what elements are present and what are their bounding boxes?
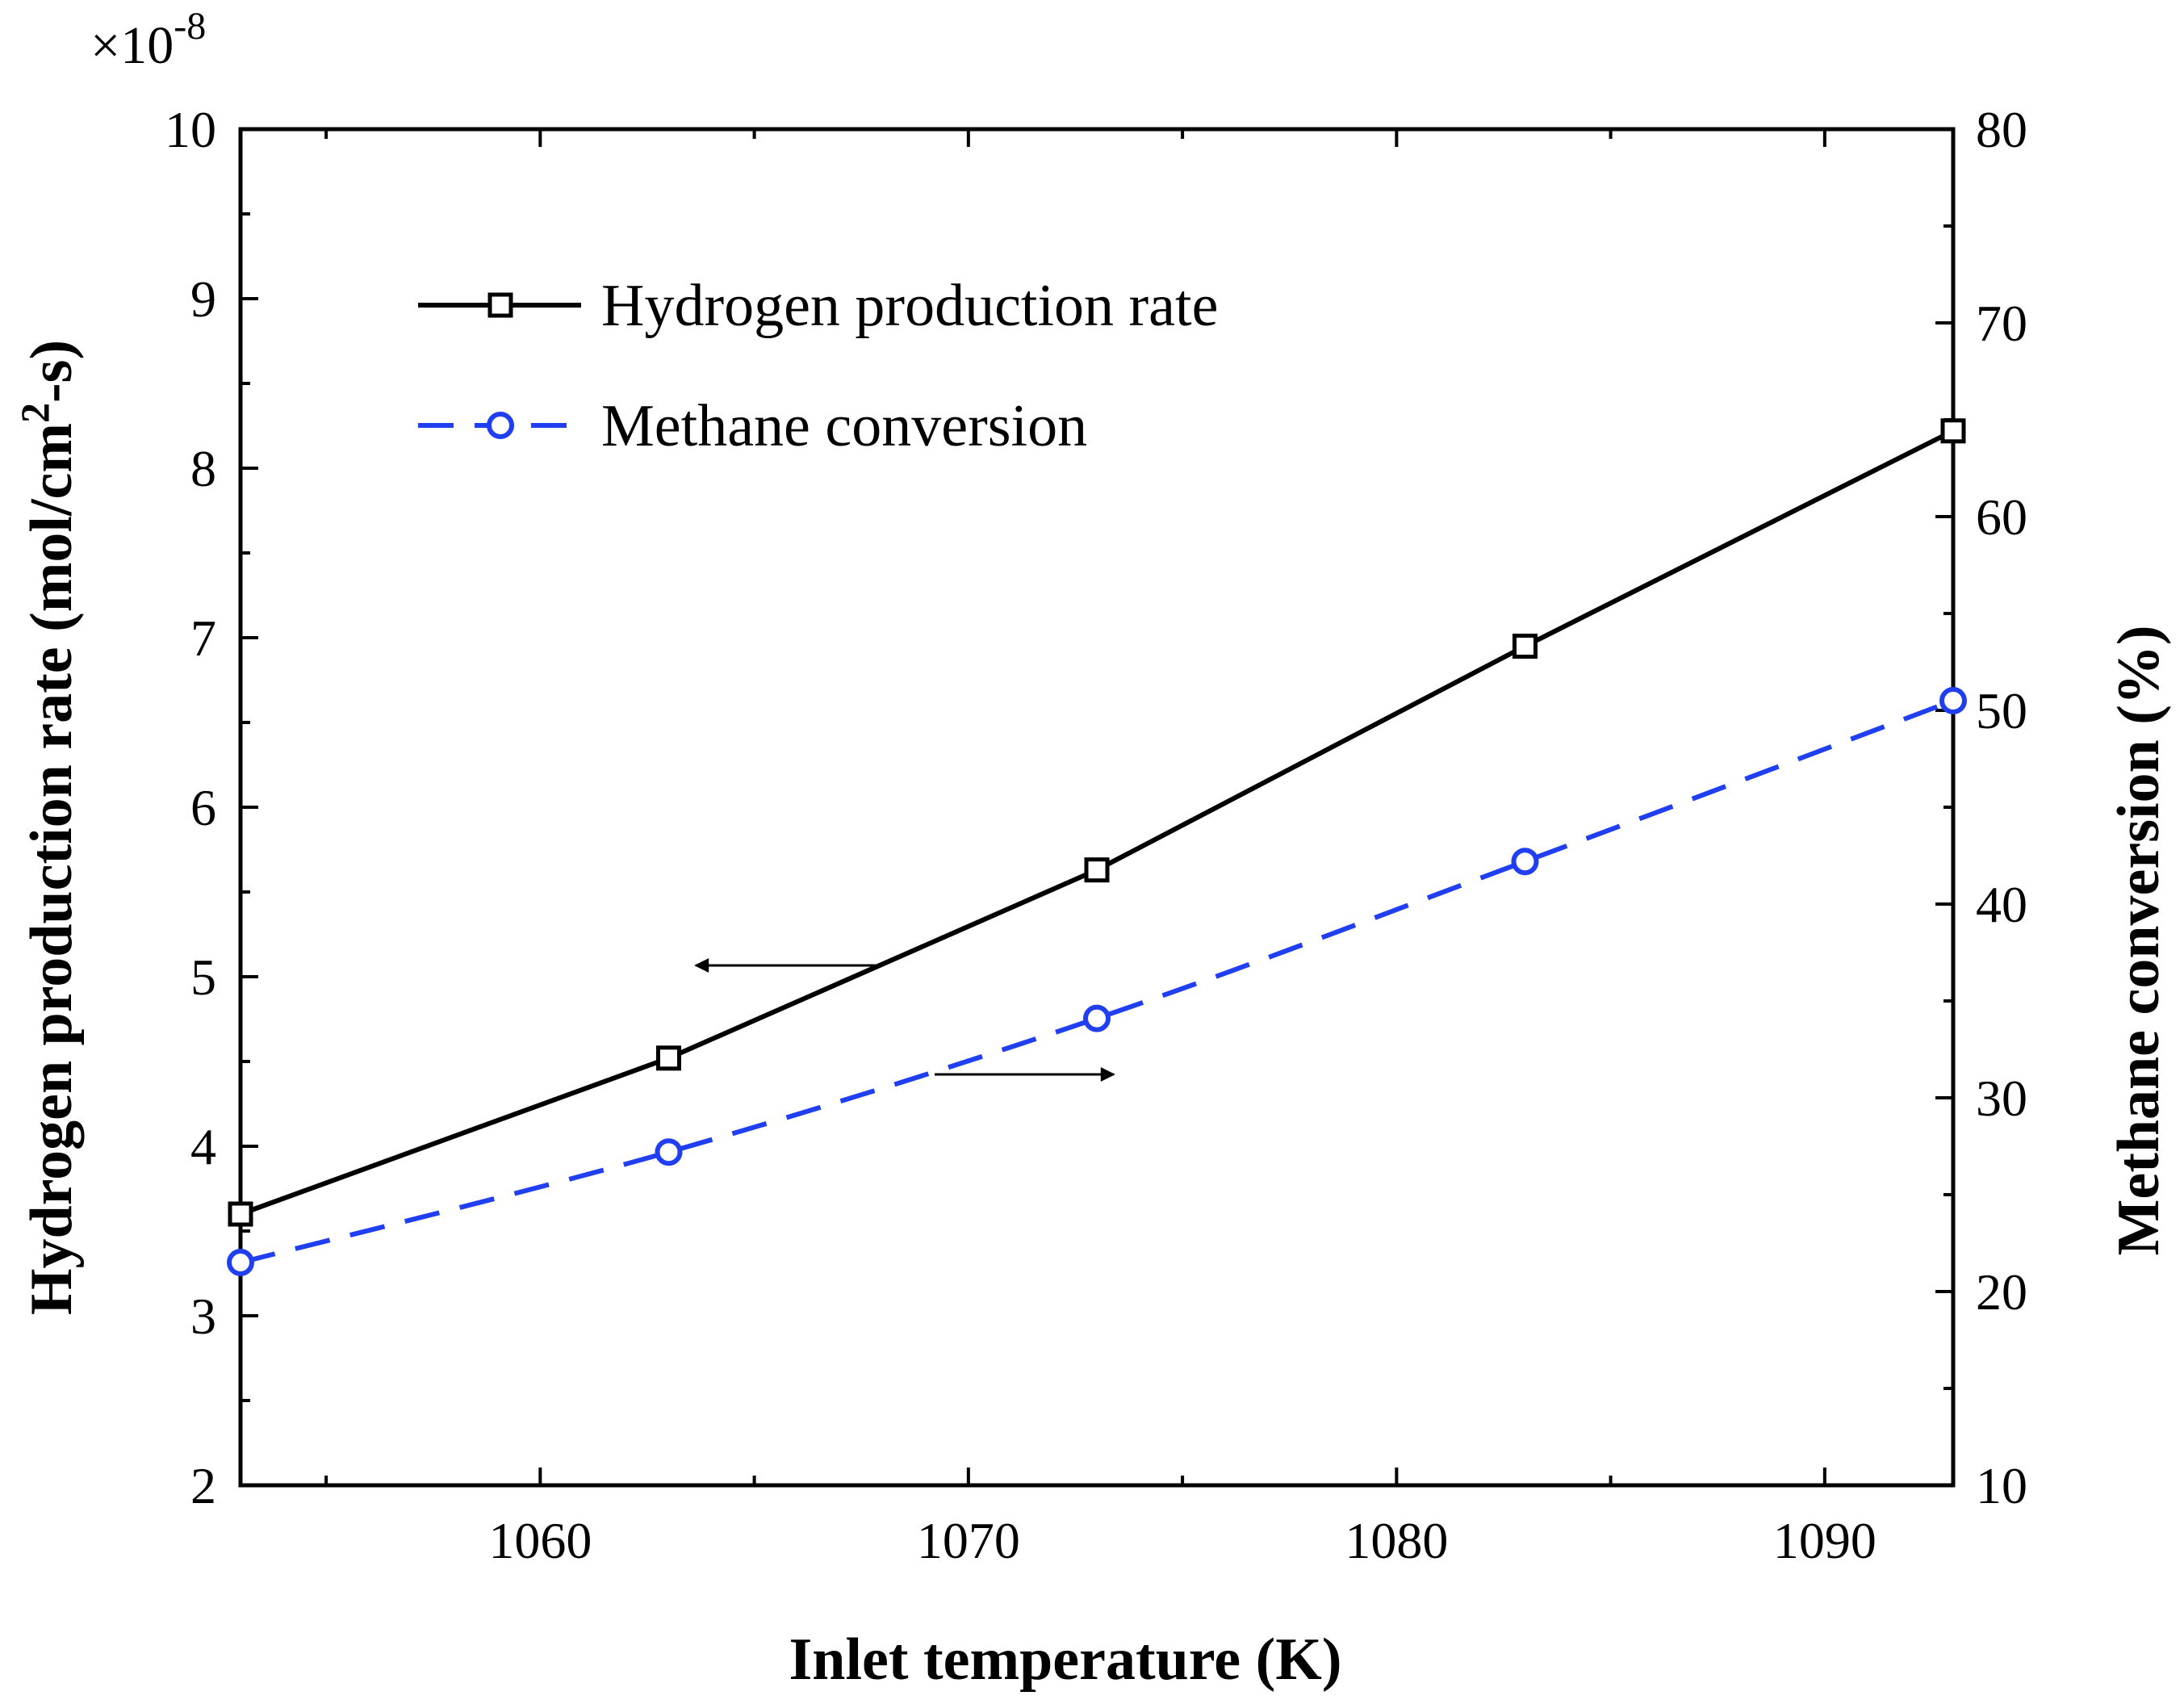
x-tick-label: 1080 [1345, 1512, 1448, 1569]
methane-conversion-point [227, 1249, 254, 1276]
left-y-tick-label: 7 [190, 609, 216, 667]
right-y-axis-title: Methane conversion (%) [2106, 626, 2172, 1256]
left-y-tick-label: 2 [190, 1457, 216, 1514]
left-y-tick-label: 3 [190, 1288, 216, 1345]
ticks: 1060 1070 1080 1090 2 3 4 5 6 7 8 9 10 10 20 30 40 50 60 70… [165, 101, 2027, 1569]
legend-hydrogen-production-rate-marker [487, 292, 513, 318]
annotations [694, 958, 1115, 1082]
hydrogen-production-rate-point [1512, 634, 1538, 659]
legend-hydrogen-production-rate-label: Hydrogen production rate [601, 273, 1218, 339]
left-y-axis-title: Hydrogen production rate (mol/cm2-s) [12, 340, 85, 1315]
methane-conversion-point [1511, 848, 1539, 876]
legend-methane-conversion-marker [487, 412, 514, 439]
methane-conversion-point [1939, 687, 1967, 714]
right-y-tick-label: 80 [1976, 101, 2027, 158]
left-y-tick-label: 6 [190, 779, 216, 836]
right-y-tick-label: 40 [1976, 876, 2027, 933]
methane-conversion-line [240, 698, 1955, 1265]
series [227, 418, 1967, 1276]
right-y-tick-label: 70 [1976, 295, 2027, 352]
left-y-tick-label: 8 [190, 440, 216, 497]
x-tick-label: 1060 [488, 1512, 592, 1569]
right-y-tick-label: 20 [1976, 1263, 2027, 1321]
left-y-tick-label: 9 [190, 270, 216, 328]
legend-methane-conversion-label: Methane conversion [601, 393, 1087, 459]
hydrogen-production-rate-point [1940, 418, 1966, 444]
right-y-tick-label: 30 [1976, 1070, 2027, 1127]
x-tick-label: 1070 [917, 1512, 1020, 1569]
legend: Hydrogen production rate Methane conversi… [418, 273, 1218, 459]
hydrogen-production-rate-line [239, 429, 1955, 1216]
left-y-tick-label: 10 [165, 101, 216, 158]
right-y-tick-label: 50 [1976, 682, 2027, 739]
methane-conversion-point [1083, 1004, 1111, 1032]
axis-labels: Inlet temperature (K) Hydrogen productio… [12, 5, 2172, 1693]
hydrogen-production-rate-point [1084, 857, 1110, 883]
left-y-tick-label: 5 [190, 948, 216, 1006]
hydrogen-production-rate-point [228, 1201, 253, 1227]
x-tick-label: 1090 [1773, 1512, 1876, 1569]
right-y-tick-label: 10 [1976, 1457, 2027, 1514]
right-y-tick-label: 60 [1976, 488, 2027, 546]
left-y-tick-label: 4 [190, 1118, 216, 1175]
x-axis-title: Inlet temperature (K) [789, 1627, 1342, 1693]
methane-conversion-point [655, 1138, 683, 1166]
hydrogen-production-rate-point [656, 1045, 681, 1071]
left-axis-multiplier: ×10-8 [90, 5, 206, 75]
